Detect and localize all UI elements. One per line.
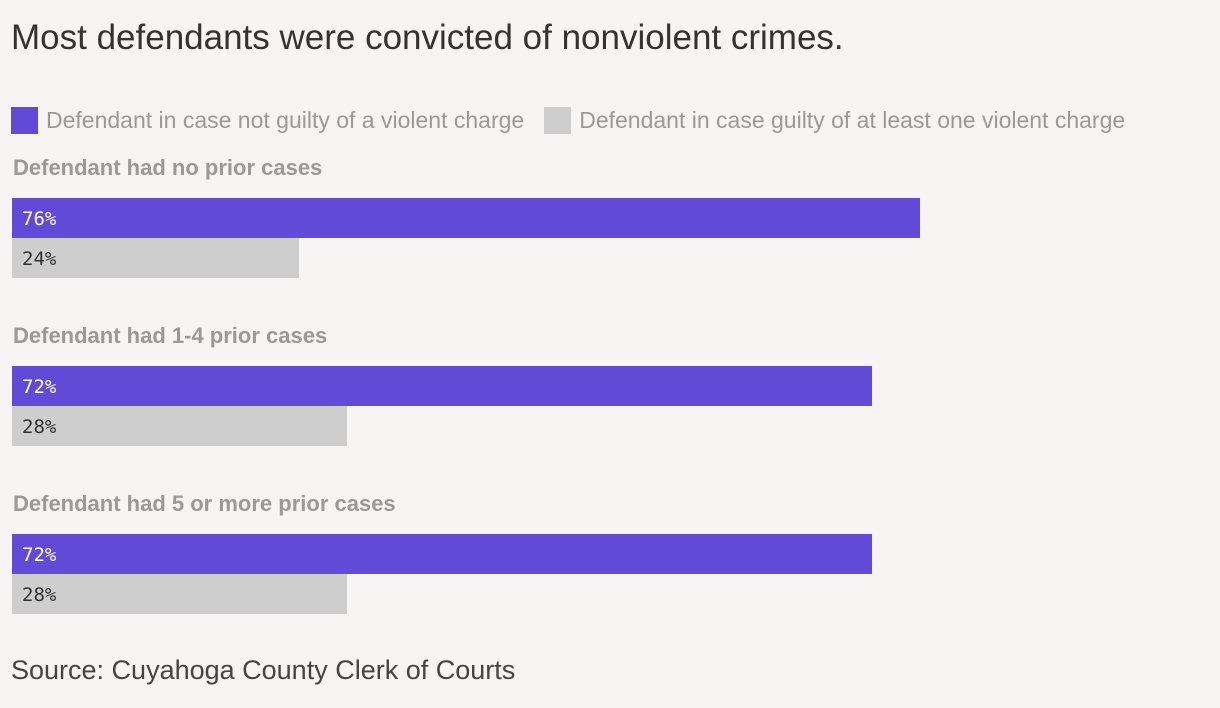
bar-not-guilty-violent: 76% [12, 198, 920, 238]
bar-value-label: 72% [22, 376, 57, 398]
legend-swatch-guilty-violent [544, 106, 572, 134]
bar-not-guilty-violent: 72% [12, 534, 872, 574]
category-label: Defendant had no prior cases [13, 155, 323, 180]
bar-group: Defendant had 5 or more prior cases 72% 28… [12, 491, 1212, 614]
bar-guilty-violent: 28% [12, 574, 347, 614]
source-note: Source: Cuyahoga County Clerk of Courts [11, 655, 516, 685]
legend-item-guilty-violent: Defendant in case guilty of at least one… [544, 106, 1126, 134]
category-label: Defendant had 1-4 prior cases [13, 323, 328, 348]
bar-guilty-violent: 28% [12, 406, 347, 446]
bar-value-label: 76% [22, 208, 57, 230]
bar-chart: Defendant had no prior cases 76% 24% Defend… [12, 155, 1212, 625]
chart-title: Most defendants were convicted of nonvio… [11, 18, 844, 57]
bar-value-label: 28% [22, 584, 57, 606]
legend-label-not-guilty-violent: Defendant in case not guilty of a violen… [46, 106, 525, 133]
bar-group: Defendant had no prior cases 76% 24% [12, 155, 1212, 278]
bar-group: Defendant had 1-4 prior cases 72% 28% [12, 323, 1212, 446]
bar-value-label: 24% [22, 248, 57, 270]
bar-guilty-violent: 24% [12, 238, 299, 278]
bar-value-label: 72% [22, 544, 57, 566]
bar-not-guilty-violent: 72% [12, 366, 872, 406]
legend-label-guilty-violent: Defendant in case guilty of at least one… [579, 106, 1126, 133]
bar-value-label: 28% [22, 416, 57, 438]
legend: Defendant in case not guilty of a violen… [11, 105, 1145, 135]
legend-swatch-not-guilty-violent [11, 106, 38, 134]
category-label: Defendant had 5 or more prior cases [13, 491, 396, 516]
legend-item-not-guilty-violent: Defendant in case not guilty of a violen… [11, 106, 525, 134]
